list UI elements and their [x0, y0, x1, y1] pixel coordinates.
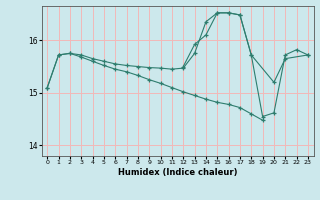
X-axis label: Humidex (Indice chaleur): Humidex (Indice chaleur): [118, 168, 237, 177]
